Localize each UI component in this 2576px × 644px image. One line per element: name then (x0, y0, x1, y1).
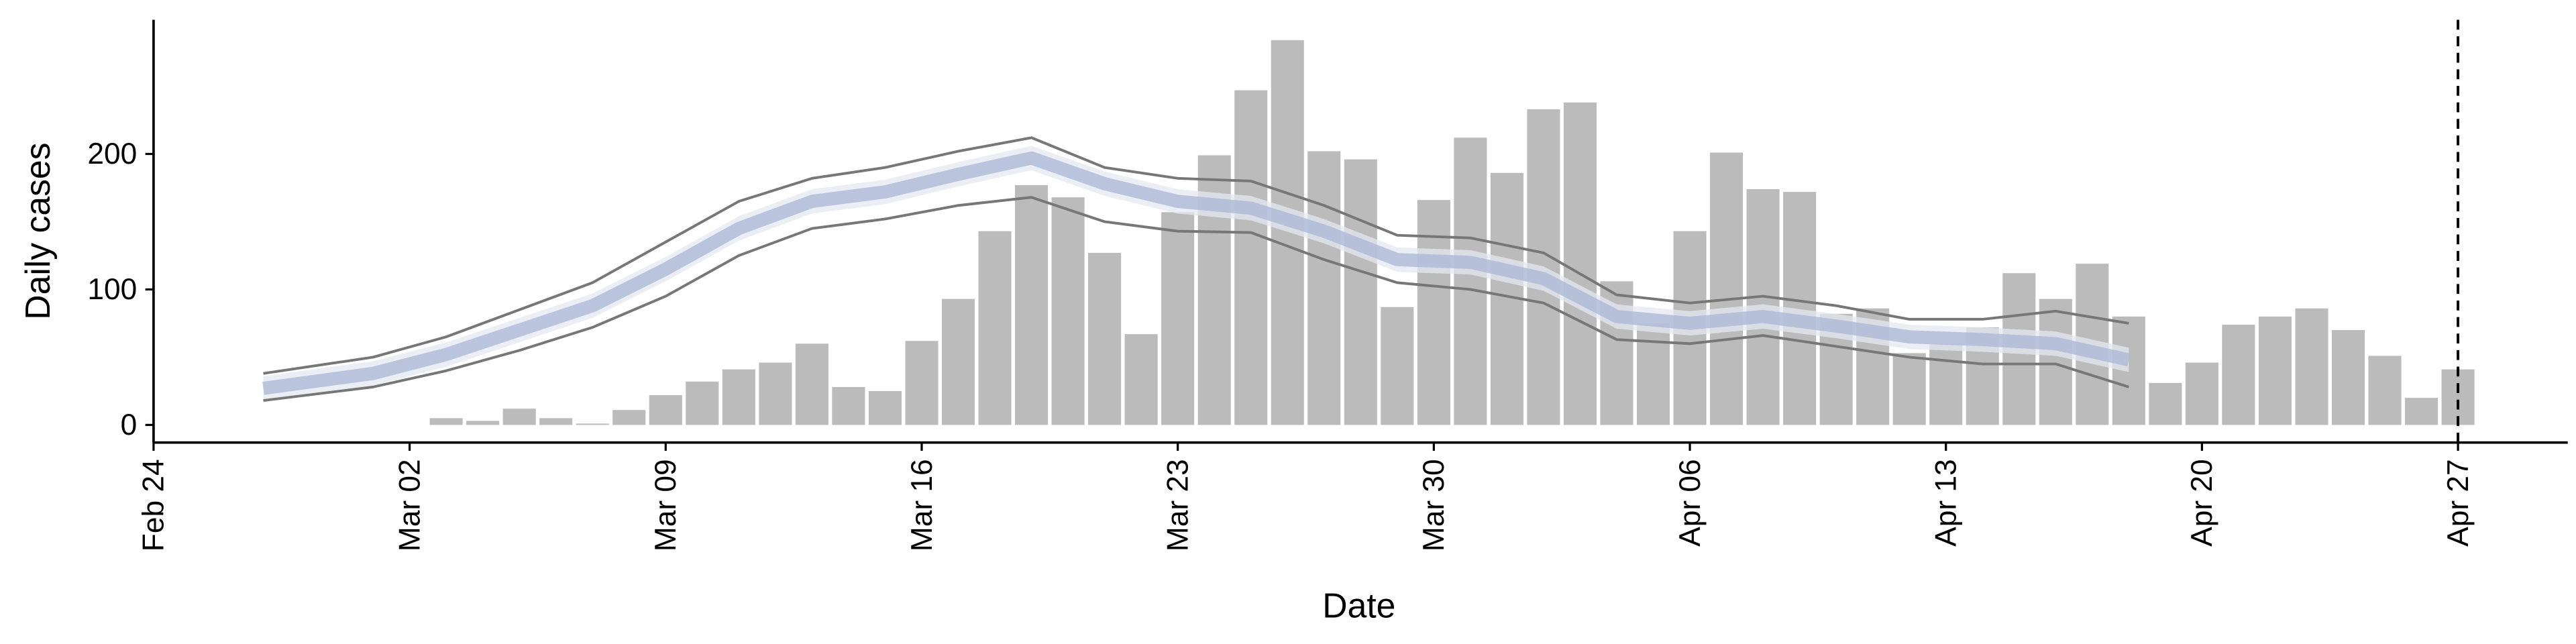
bar (1161, 212, 1195, 425)
x-tick-label: Apr 06 (1674, 459, 1707, 547)
bar (466, 421, 500, 425)
x-tick-label: Mar 16 (906, 459, 938, 551)
x-axis-label: Date (1322, 586, 1395, 625)
bar (2405, 398, 2438, 425)
x-tick-label: Mar 09 (649, 459, 682, 551)
line (263, 196, 2129, 402)
bar (1088, 252, 1122, 425)
bar (612, 410, 646, 425)
bar (2295, 308, 2328, 425)
x-tick-label: Apr 27 (2442, 459, 2475, 547)
bar (2331, 330, 2365, 425)
bar (1929, 343, 1963, 425)
bar (978, 231, 1012, 425)
bar (2185, 362, 2218, 425)
y-tick-label: 0 (121, 409, 138, 441)
bar (1381, 307, 1414, 425)
x-tick-label: Mar 30 (1417, 459, 1450, 551)
bar (1454, 138, 1487, 425)
bar (795, 343, 828, 425)
bar (832, 386, 865, 425)
bar (1563, 102, 1597, 425)
x-tick-label: Apr 13 (1930, 459, 1963, 547)
bar (759, 362, 792, 425)
bar (1124, 334, 1158, 425)
bar (1234, 90, 1268, 425)
bar (2441, 369, 2475, 425)
x-tick-label: Apr 20 (2186, 459, 2218, 547)
bar (686, 381, 719, 425)
bar (941, 299, 975, 425)
bar (2368, 356, 2402, 425)
line (263, 136, 2129, 375)
bar (2258, 316, 2292, 425)
bar (502, 409, 536, 425)
y-tick-label: 100 (87, 273, 137, 306)
bar (868, 390, 902, 425)
bar (2039, 299, 2072, 425)
bar (576, 423, 609, 425)
bar (649, 395, 682, 425)
y-tick-label: 200 (87, 138, 137, 170)
bar (1417, 200, 1450, 425)
bar (1636, 323, 1670, 425)
bar (1344, 159, 1377, 425)
bar (2222, 324, 2255, 425)
bar (1892, 353, 1926, 425)
bar (1015, 184, 1049, 425)
bar (1710, 152, 1743, 425)
x-tick-label: Mar 02 (393, 459, 426, 551)
bar (2149, 382, 2182, 425)
x-tick-label: Feb 24 (138, 459, 170, 551)
bar (429, 418, 463, 425)
bar (539, 418, 573, 425)
bar (722, 369, 755, 425)
bar (1051, 197, 1085, 425)
y-axis-label: Daily cases (18, 142, 57, 319)
line (262, 151, 2131, 395)
x-tick-label: Mar 23 (1161, 459, 1194, 551)
bar (905, 341, 938, 425)
bar (1307, 151, 1341, 425)
